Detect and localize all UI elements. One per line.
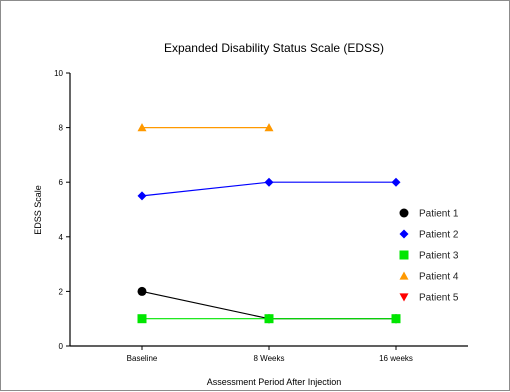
chart-title: Expanded Disability Status Scale (EDSS) — [164, 41, 384, 55]
y-axis-label: EDSS Scale — [33, 185, 43, 235]
data-point — [137, 286, 147, 296]
legend-label: Patient 5 — [419, 293, 459, 304]
legend-item: Patient 4 — [399, 271, 459, 283]
legend-item: Patient 1 — [399, 208, 459, 220]
data-point — [137, 191, 147, 201]
legend: Patient 1 Patient 2 Patient 3 Patient 4 Pati… — [399, 208, 459, 304]
legend-marker — [399, 250, 409, 260]
data-point — [264, 177, 274, 187]
legend-marker — [399, 208, 409, 218]
data-point — [137, 123, 147, 132]
series-layer — [137, 123, 401, 324]
series-patient-3 — [137, 314, 401, 324]
x-tick-label: 16 weeks — [379, 354, 413, 363]
x-tick-label: 8 Weeks — [254, 354, 285, 363]
data-point — [264, 314, 274, 324]
legend-marker — [399, 229, 409, 239]
legend-label: Patient 3 — [419, 251, 459, 262]
legend-label: Patient 4 — [419, 272, 459, 283]
y-tick-label: 2 — [59, 287, 64, 296]
legend-label: Patient 1 — [419, 209, 459, 220]
y-tick-label: 8 — [59, 124, 64, 133]
y-tick-label: 0 — [59, 342, 64, 351]
series-patient-4 — [137, 123, 274, 132]
axes: 0 2 4 6 8 10 Baseline 8 Weeks 16 weeks — [54, 69, 468, 363]
data-point — [391, 177, 401, 187]
data-point — [391, 314, 401, 324]
legend-marker — [399, 271, 409, 280]
legend-item: Patient 2 — [399, 229, 459, 241]
legend-item: Patient 5 — [399, 293, 459, 304]
y-tick-label: 4 — [59, 233, 64, 242]
y-tick-label: 10 — [54, 69, 63, 78]
y-tick-label: 6 — [59, 178, 64, 187]
legend-label: Patient 2 — [419, 230, 459, 241]
x-axis-label: Assessment Period After Injection — [207, 377, 342, 387]
data-point — [137, 314, 147, 324]
x-tick-label: Baseline — [127, 354, 158, 363]
series-patient-2 — [137, 177, 401, 201]
legend-marker — [399, 293, 409, 302]
legend-item: Patient 3 — [399, 250, 459, 262]
data-point — [264, 123, 274, 132]
